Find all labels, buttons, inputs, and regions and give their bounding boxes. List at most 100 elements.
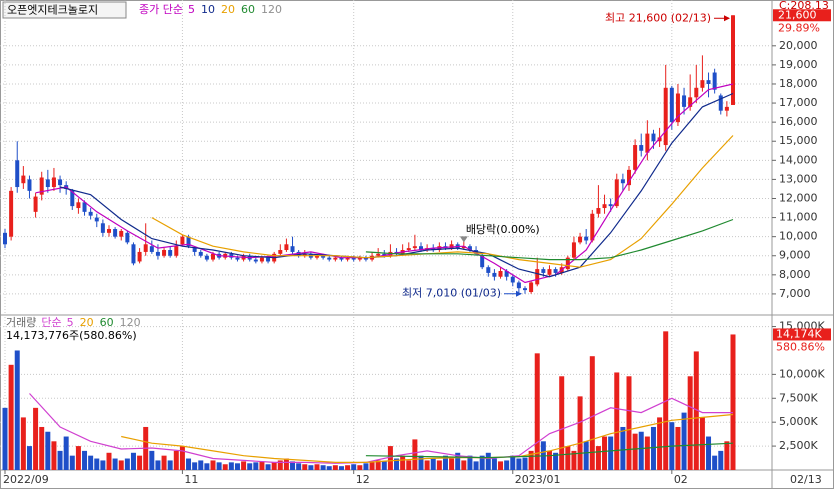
candle-body: [467, 246, 472, 251]
volume-bar: [271, 462, 277, 470]
candle-body: [406, 248, 411, 251]
volume-bar: [436, 460, 442, 470]
volume-bar: [706, 436, 712, 470]
candle-body: [639, 145, 644, 151]
candle-body: [174, 246, 179, 256]
moving-average: [365, 442, 734, 459]
volume-bar: [265, 464, 271, 470]
volume-bar: [712, 455, 718, 470]
candle-body: [620, 179, 625, 184]
volume-bar: [687, 376, 693, 470]
candle-body: [682, 95, 687, 107]
candle-body: [498, 271, 503, 277]
volume-bar: [461, 460, 467, 470]
volume-bar: [130, 452, 136, 470]
candle-body: [663, 87, 668, 146]
volume-bar: [173, 450, 179, 470]
candle-body: [327, 257, 332, 260]
candle-body: [168, 250, 173, 256]
x-tick-label: 2022/09: [3, 473, 49, 486]
volume-bar: [241, 461, 247, 470]
volume-bar: [534, 353, 540, 470]
candle-body: [21, 175, 26, 184]
last-volume-label: 14,174K: [776, 327, 822, 340]
volume-bar: [308, 465, 314, 470]
candle-body: [15, 160, 20, 188]
candle-body: [39, 177, 44, 195]
candle-body: [645, 133, 650, 153]
candle-body: [235, 257, 240, 260]
candle-body: [565, 257, 570, 270]
moving-average: [365, 218, 734, 261]
volume-bar: [681, 412, 687, 470]
candle-body: [486, 267, 491, 273]
candle-body: [143, 244, 148, 252]
volume-bar: [522, 457, 528, 470]
volume-bar: [234, 463, 240, 470]
volume-bar: [14, 350, 20, 470]
candle-body: [266, 257, 271, 262]
candle-body: [180, 236, 185, 245]
volume-bar: [571, 450, 577, 470]
candle-body: [137, 251, 142, 262]
volume-bar: [75, 446, 81, 470]
candle-body: [82, 202, 87, 212]
legend-entry: 5: [67, 316, 74, 329]
volume-bar: [192, 462, 198, 470]
candle-body: [162, 250, 167, 256]
volume-bar: [63, 436, 69, 470]
candle-body: [76, 202, 81, 209]
volume-bar: [51, 441, 57, 470]
volume-bar: [650, 426, 656, 470]
volume-bar: [198, 460, 204, 470]
volume-bar: [345, 465, 351, 470]
volume-bar: [296, 463, 302, 470]
legend-entry: 60: [241, 3, 255, 16]
volume-bar: [302, 464, 308, 470]
volume-bar: [675, 426, 681, 470]
y-tick-label: 10,000: [779, 230, 818, 243]
volume-bar: [186, 458, 192, 470]
candle-body: [51, 177, 56, 188]
corner-label: C:208.13: [779, 0, 829, 12]
volume-bar: [375, 460, 381, 470]
candle-body: [412, 246, 417, 249]
candle-body: [608, 204, 613, 207]
candle-body: [94, 217, 99, 222]
volume-bar: [498, 461, 504, 470]
candle-body: [119, 230, 124, 237]
volume-bar: [626, 376, 632, 470]
candle-body: [155, 251, 160, 256]
volume-bar: [26, 446, 32, 470]
title-box[interactable]: [2, 1, 127, 19]
legend-entry: 20: [221, 3, 235, 16]
y-tick-label: 13,000: [779, 172, 818, 185]
candle-body: [529, 282, 534, 293]
max-arrow-head: [724, 15, 730, 22]
candle-body: [45, 179, 50, 188]
candle-body: [596, 208, 601, 214]
legend-entry: 5: [188, 3, 195, 16]
candle-body: [547, 269, 552, 275]
volume-bar: [45, 431, 51, 470]
volume-bar: [57, 450, 63, 470]
candle-body: [3, 232, 7, 245]
volume-bar: [589, 356, 595, 470]
legend-entry: 20: [80, 316, 94, 329]
candle-body: [718, 95, 723, 111]
candle-body: [724, 106, 729, 111]
volume-bar: [363, 463, 369, 470]
volume-change-label: 580.86%: [776, 340, 825, 353]
volume-bar: [730, 334, 736, 470]
candle-body: [461, 246, 466, 249]
candle-body: [688, 97, 693, 107]
volume-bar: [485, 452, 491, 470]
candle-body: [253, 259, 258, 262]
volume-bar: [155, 460, 161, 470]
candle-body: [259, 257, 264, 262]
volume-bar: [247, 463, 253, 470]
candle-body: [88, 211, 93, 216]
y-tick-label: 8,000: [779, 268, 811, 281]
candle-body: [333, 257, 338, 260]
candle-body: [712, 72, 717, 90]
